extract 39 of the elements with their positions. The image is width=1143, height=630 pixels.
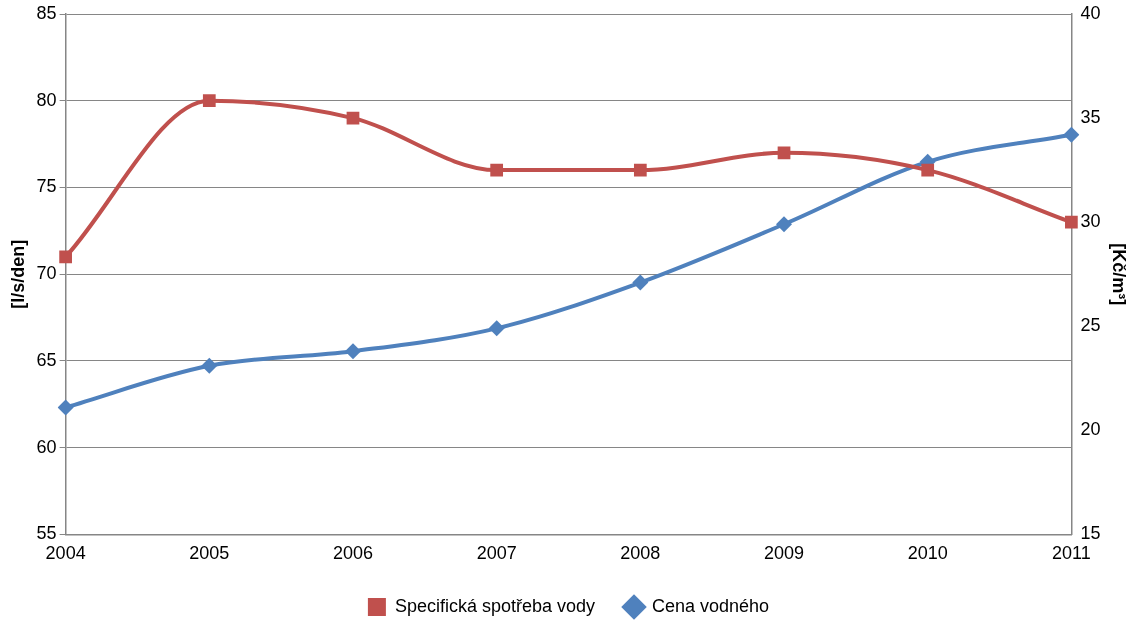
x-tick-label: 2006	[332, 543, 373, 564]
point	[633, 163, 647, 177]
point	[1065, 215, 1078, 229]
point	[202, 94, 216, 108]
y2-tick-label: 35	[1080, 107, 1101, 128]
y-axis-title: [l/s/den]	[7, 239, 28, 309]
y-tick-label: 85	[36, 2, 57, 23]
point	[201, 357, 218, 374]
y-tick-label: 55	[36, 523, 57, 544]
x-tick-label: 2007	[476, 543, 517, 564]
y2-tick-label: 25	[1080, 315, 1101, 336]
x-tick-label: 2005	[189, 543, 230, 564]
point	[59, 250, 72, 264]
x-tick-label: 2010	[907, 543, 948, 564]
y-tick-label: 65	[36, 349, 57, 370]
point	[777, 146, 791, 160]
y2-tick-label: 40	[1080, 2, 1101, 23]
point	[490, 163, 504, 177]
point	[57, 399, 74, 416]
point	[488, 320, 505, 337]
y-tick-label: 60	[36, 436, 57, 457]
point	[632, 274, 649, 291]
legend-label: Specifická spotřeba vody	[394, 595, 596, 616]
point	[776, 216, 793, 233]
point	[1063, 126, 1080, 143]
point	[344, 343, 361, 360]
y-tick-label: 80	[36, 89, 57, 110]
y2-tick-label: 30	[1080, 211, 1101, 232]
x-tick-label: 2008	[620, 543, 661, 564]
y-tick-label: 75	[36, 176, 57, 197]
x-tick-label: 2009	[764, 543, 805, 564]
y2-tick-label: 15	[1080, 523, 1101, 544]
legend-label: Cena vodného	[652, 595, 770, 616]
x-tick-label: 2011	[1052, 543, 1091, 564]
y-tick-label: 70	[36, 263, 57, 284]
point	[921, 163, 935, 177]
y2-axis-title: [Kč/m³]	[1109, 243, 1130, 306]
y2-tick-label: 20	[1080, 419, 1101, 440]
x-tick-label: 2004	[45, 543, 86, 564]
